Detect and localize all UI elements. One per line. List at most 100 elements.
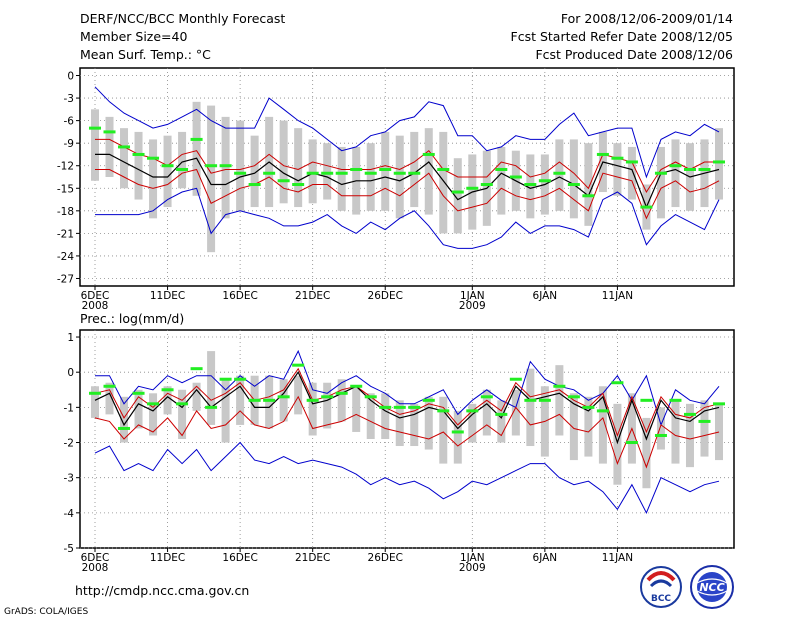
forecast-marker — [277, 179, 290, 183]
forecast-marker — [422, 152, 435, 156]
spread-box — [584, 143, 593, 226]
precipitation-panel: 1 0 -1 -2 -3 -4 -5 6DEC 11DEC 16DEC 21DEC 26DEC 1JAN… — [64, 329, 735, 574]
spread-box — [308, 139, 317, 204]
forecast-start-date: Fcst Started Refer Date 2008/12/05 — [511, 29, 734, 44]
forecast-marker — [263, 398, 276, 402]
series-line-mean — [94, 370, 720, 445]
spread-box — [149, 139, 158, 219]
forecast-marker — [611, 381, 624, 385]
spread-box — [279, 120, 288, 204]
year-label: 2008 — [82, 300, 109, 312]
spread-box — [308, 382, 317, 436]
spread-box — [105, 116, 114, 177]
forecast-marker — [393, 405, 406, 409]
year-label: 2009 — [459, 300, 486, 312]
series-line-lower — [95, 168, 720, 220]
spread-box — [265, 375, 274, 429]
forecast-marker — [669, 164, 682, 168]
x-tick-label: 11JAN — [602, 290, 633, 302]
series-line-max — [95, 349, 720, 427]
forecast-marker — [495, 167, 508, 171]
spread-box — [569, 139, 578, 219]
forecast-marker — [582, 194, 595, 198]
spread-box — [468, 403, 477, 443]
spread-box — [323, 382, 332, 429]
forecast-marker — [553, 384, 566, 388]
spread-box — [337, 379, 346, 422]
forecast-marker — [553, 171, 566, 175]
forecast-marker — [292, 363, 305, 367]
spread-box — [656, 146, 665, 219]
spread-box — [685, 403, 694, 468]
forecast-marker — [364, 395, 377, 399]
forecast-marker — [205, 405, 218, 409]
x-tick-label: 26DEC — [368, 290, 403, 302]
forecast-marker — [321, 395, 334, 399]
forecast-marker — [524, 398, 537, 402]
spread-box — [715, 403, 723, 461]
series-line-max — [94, 86, 720, 179]
forecast-marker — [596, 409, 609, 413]
forecast-marker — [118, 145, 131, 149]
forecast-marker — [393, 171, 406, 175]
forecast-marker — [277, 395, 290, 399]
spread-box — [700, 400, 709, 457]
forecast-marker — [306, 171, 319, 175]
spread-box — [163, 135, 172, 208]
spread-box — [511, 389, 520, 436]
spread-box — [91, 386, 99, 418]
spread-box — [366, 393, 375, 439]
spread-box — [352, 386, 361, 432]
forecast-marker — [713, 402, 725, 406]
temperature-panel: 0 -3 -6 -9 -12 -15 -18 -21 -24 -27 6DEC 11DEC 16DEC 2… — [57, 67, 735, 312]
forecast-marker — [466, 186, 479, 190]
forecast-marker — [147, 156, 160, 160]
spread-box — [294, 128, 303, 208]
forecast-marker — [306, 398, 319, 402]
forecast-marker — [538, 398, 551, 402]
forecast-marker — [524, 183, 537, 187]
y-tick-label: -27 — [57, 273, 74, 285]
forecast-marker — [234, 171, 247, 175]
spread-box — [134, 131, 143, 200]
forecast-marker — [451, 430, 464, 434]
year-label: 2009 — [459, 562, 486, 574]
forecast-marker — [89, 126, 101, 130]
forecast-marker — [640, 398, 653, 402]
x-tick-label: 6JAN — [533, 552, 558, 564]
spread-box — [381, 393, 390, 439]
forecast-marker — [596, 152, 609, 156]
spread-box — [497, 400, 506, 443]
spread-box — [453, 158, 462, 234]
forecast-marker — [437, 409, 450, 413]
forecast-marker — [205, 164, 218, 168]
forecast-period: For 2008/12/06-2009/01/14 — [561, 11, 733, 26]
spread-box — [120, 128, 129, 189]
spread-box — [584, 396, 593, 457]
y-tick-label: -4 — [64, 508, 75, 520]
forecast-marker — [147, 402, 160, 406]
forecast-marker — [509, 175, 522, 179]
spread-box — [453, 410, 462, 464]
x-tick-label: 16DEC — [222, 290, 257, 302]
year-label: 2008 — [82, 562, 109, 574]
forecast-marker — [335, 391, 348, 395]
forecast-marker — [437, 167, 450, 171]
forecast-marker — [219, 164, 232, 168]
forecast-marker — [176, 402, 189, 406]
spread-box — [526, 368, 535, 447]
bcc-logo: BCC — [640, 566, 682, 608]
forecast-marker — [364, 171, 377, 175]
forecast-marker — [292, 183, 305, 187]
spread-box — [178, 389, 187, 439]
x-tick-label: 6JAN — [533, 290, 558, 302]
forecast-marker — [654, 171, 667, 175]
y-tick-label: -9 — [64, 138, 74, 150]
spread-box — [569, 393, 578, 461]
spread-box — [207, 351, 216, 425]
source-url[interactable]: http://cmdp.ncc.cma.gov.cn — [75, 583, 249, 598]
forecast-produced-date: Fcst Produced Date 2008/12/06 — [535, 47, 733, 62]
x-tick-label: 1JAN — [460, 290, 485, 302]
spread-box — [410, 131, 419, 208]
